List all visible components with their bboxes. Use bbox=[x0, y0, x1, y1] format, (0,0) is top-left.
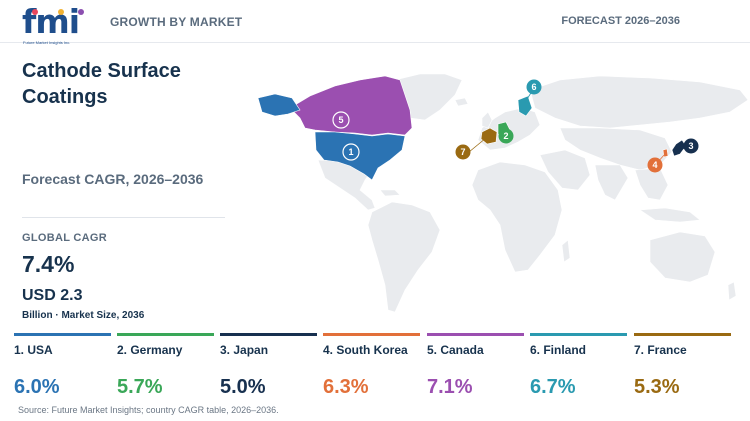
logo-text: fmi bbox=[22, 2, 80, 41]
marker-south-korea: 4 bbox=[647, 157, 663, 173]
country-cagr: 6.0% bbox=[14, 376, 60, 398]
country-color-bar bbox=[634, 333, 731, 336]
country-name: 4. South Korea bbox=[323, 343, 408, 357]
logo-dot-icon bbox=[58, 9, 64, 15]
country-card-usa[interactable]: 1. USA 6.0% bbox=[14, 333, 111, 403]
country-shape-france bbox=[480, 127, 498, 145]
land-caribbean bbox=[379, 189, 401, 197]
country-color-bar bbox=[117, 333, 214, 336]
country-color-bar bbox=[427, 333, 524, 336]
country-name: 3. Japan bbox=[220, 343, 269, 357]
country-name: 5. Canada bbox=[427, 343, 484, 357]
leader-line-france bbox=[468, 137, 487, 153]
land-southeast-asia bbox=[634, 167, 669, 201]
land-madagascar bbox=[561, 239, 571, 263]
forecast-period-label: FORECAST 2026–2036 bbox=[561, 15, 680, 27]
logo-dot-icon bbox=[78, 9, 84, 15]
marker-japan-label: 3 bbox=[688, 141, 693, 151]
country-shape-finland bbox=[517, 95, 533, 117]
land-uk bbox=[481, 111, 493, 129]
fmi-logo[interactable]: fmi Future Market Insights Inc. bbox=[22, 2, 92, 46]
country-name: 6. Finland bbox=[530, 343, 587, 357]
logo-tagline: Future Market Insights Inc. bbox=[23, 40, 71, 45]
page-title: Cathode Surface Coatings bbox=[22, 60, 181, 108]
marker-canada-label: 5 bbox=[338, 115, 343, 125]
market-size-value: USD 2.3 bbox=[22, 287, 83, 304]
country-cagr: 5.3% bbox=[634, 376, 680, 398]
growth-by-market-label: GROWTH BY MARKET bbox=[110, 15, 243, 29]
global-cagr-value: 7.4% bbox=[22, 251, 75, 277]
divider bbox=[22, 217, 225, 218]
country-cagr: 7.1% bbox=[427, 376, 473, 398]
marker-japan: 3 bbox=[683, 138, 699, 154]
forecast-subtitle: Forecast CAGR, 2026–2036 bbox=[22, 171, 204, 187]
marker-south-korea-label: 4 bbox=[652, 160, 657, 170]
country-color-bar bbox=[220, 333, 317, 336]
marker-france-label: 7 bbox=[460, 147, 465, 157]
country-name: 7. France bbox=[634, 343, 687, 357]
country-name: 1. USA bbox=[14, 343, 53, 357]
land-middle-east bbox=[539, 149, 591, 191]
country-shape-japan bbox=[671, 139, 687, 157]
source-note: Source: Future Market Insights; country … bbox=[18, 405, 279, 415]
land-russia bbox=[529, 75, 749, 129]
land-south-america bbox=[367, 201, 441, 313]
country-card-finland[interactable]: 6. Finland 6.7% bbox=[530, 333, 627, 403]
country-color-bar bbox=[14, 333, 111, 336]
global-cagr-label: GLOBAL CAGR bbox=[22, 232, 107, 244]
country-card-canada[interactable]: 5. Canada 7.1% bbox=[427, 333, 524, 403]
marker-germany: 2 bbox=[498, 128, 514, 144]
marker-finland: 6 bbox=[526, 79, 542, 95]
marker-usa-label: 1 bbox=[348, 147, 353, 157]
marker-france: 7 bbox=[455, 144, 471, 160]
country-color-bar bbox=[323, 333, 420, 336]
country-cagr: 6.7% bbox=[530, 376, 576, 398]
world-map: 1 5 2 7 6 4 3 bbox=[257, 73, 749, 313]
marker-finland-label: 6 bbox=[531, 82, 536, 92]
country-card-japan[interactable]: 3. Japan 5.0% bbox=[220, 333, 317, 403]
country-shape-alaska bbox=[257, 93, 301, 117]
country-cagr: 6.3% bbox=[323, 376, 369, 398]
country-name: 2. Germany bbox=[117, 343, 183, 357]
land-indonesia bbox=[639, 207, 701, 223]
marker-germany-label: 2 bbox=[503, 131, 508, 141]
country-shape-usa bbox=[314, 131, 406, 181]
country-card-south-korea[interactable]: 4. South Korea 6.3% bbox=[323, 333, 420, 403]
country-shape-canada bbox=[289, 75, 413, 136]
logo-dot-icon bbox=[32, 9, 38, 15]
land-new-zealand bbox=[727, 281, 737, 301]
marker-usa: 1 bbox=[342, 143, 360, 161]
land-africa bbox=[471, 161, 563, 273]
country-color-bar bbox=[530, 333, 627, 336]
country-card-germany[interactable]: 2. Germany 5.7% bbox=[117, 333, 214, 403]
country-cagr: 5.0% bbox=[220, 376, 266, 398]
land-iceland bbox=[454, 97, 469, 107]
market-size-note: Billion · Market Size, 2036 bbox=[22, 310, 145, 321]
land-india bbox=[594, 164, 629, 201]
land-australia bbox=[649, 231, 716, 283]
country-cagr: 5.7% bbox=[117, 376, 163, 398]
marker-canada: 5 bbox=[332, 111, 350, 129]
country-card-france[interactable]: 7. France 5.3% bbox=[634, 333, 731, 403]
header-bar: fmi Future Market Insights Inc. GROWTH B… bbox=[0, 0, 750, 46]
